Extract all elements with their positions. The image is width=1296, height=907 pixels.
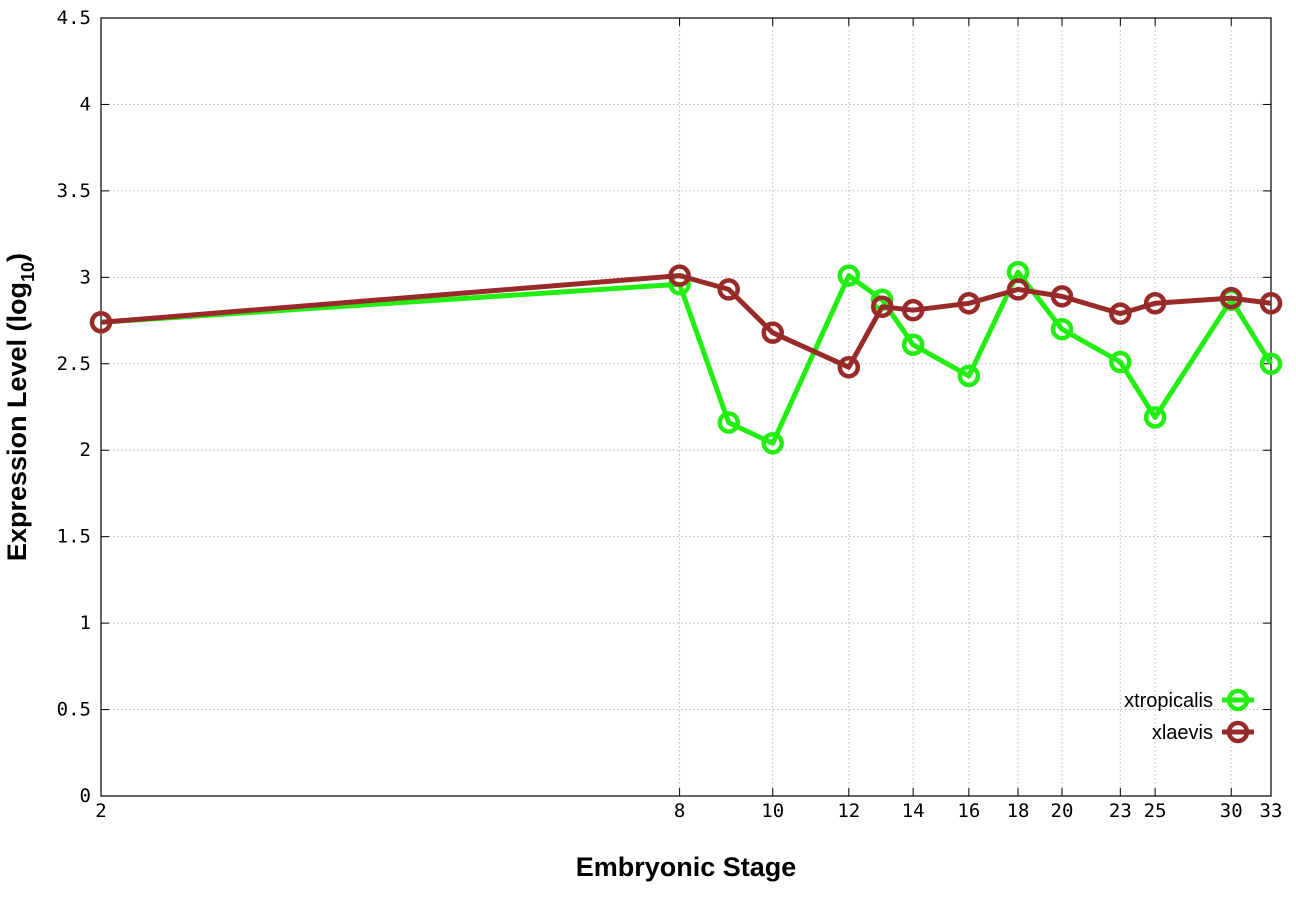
data-point-xlaevis	[89, 311, 113, 334]
data-point-xtropicalis	[1109, 350, 1132, 374]
data-point-xtropicalis	[1050, 317, 1074, 341]
data-point-xtropicalis	[1143, 406, 1167, 429]
legend-entry-xlaevis: xlaevis	[1152, 720, 1254, 744]
data-point-xtropicalis	[957, 364, 981, 388]
data-point-xlaevis	[1143, 292, 1167, 315]
plot-frame	[100, 17, 1272, 797]
legend-label: xlaevis	[1152, 722, 1213, 744]
y-axis-label-close: )	[2, 253, 32, 262]
data-point-xtropicalis	[837, 264, 861, 287]
x-tick-label: 30	[1220, 800, 1243, 822]
data-point-xlaevis	[837, 355, 861, 379]
x-tick-label: 23	[1109, 800, 1132, 822]
data-point-xlaevis	[717, 278, 740, 301]
x-tick-label: 20	[1051, 800, 1074, 822]
y-tick-label: 1	[80, 612, 91, 634]
x-tick-label: 14	[902, 800, 925, 822]
y-tick-label: 4.5	[57, 7, 91, 29]
y-tick-label: 4	[80, 93, 91, 115]
series-layer	[89, 260, 1283, 455]
data-point-xlaevis	[761, 321, 784, 344]
y-axis-label: Expression Level (log10)	[2, 253, 38, 561]
y-tick-label: 0	[80, 785, 91, 807]
data-point-xlaevis	[1006, 278, 1030, 301]
data-point-xtropicalis	[901, 333, 925, 357]
legend-label: xtropicalis	[1124, 690, 1213, 712]
data-point-xlaevis	[870, 295, 894, 318]
x-tick-label: 16	[957, 800, 980, 822]
data-point-xlaevis	[1109, 302, 1132, 325]
x-tick-label: 8	[674, 800, 685, 822]
x-tick-label: 2	[95, 800, 106, 822]
x-tick-label: 10	[761, 800, 784, 822]
x-tick-label: 33	[1260, 800, 1283, 822]
legend-swatch-marker	[1226, 720, 1250, 744]
data-point-xlaevis	[957, 292, 981, 315]
data-point-xtropicalis	[761, 432, 784, 455]
data-point-xlaevis	[668, 264, 691, 287]
series-xlaevis	[89, 264, 1283, 379]
x-tick-label: 18	[1007, 800, 1030, 822]
data-point-xlaevis	[1259, 292, 1283, 315]
grid	[101, 18, 1271, 796]
y-tick-label: 3.5	[57, 180, 91, 202]
y-axis-label-main: Expression Level (log	[2, 282, 32, 561]
axis-ticks: 0 0.5 1 1.5 2 2.5 3 3.5 4 4.5 2 8 10 12 14 16 18 20 23 25 30…	[57, 7, 1283, 822]
series-line-xtropicalis	[100, 269, 1274, 446]
x-tick-label: 25	[1144, 800, 1167, 822]
data-point-xlaevis	[1050, 285, 1074, 308]
x-axis-label: Embryonic Stage	[576, 852, 797, 882]
legend-entry-xtropicalis: xtropicalis	[1124, 688, 1254, 712]
legend: xtropicalis xlaevis	[1124, 688, 1254, 744]
x-tick-label: 12	[837, 800, 860, 822]
y-tick-label: 2.5	[57, 353, 91, 375]
series-xtropicalis	[89, 260, 1283, 455]
y-tick-label: 3	[80, 266, 91, 288]
y-tick-label: 0.5	[57, 699, 91, 721]
y-axis-label-subscript: 10	[18, 262, 38, 282]
data-point-xtropicalis	[717, 411, 740, 434]
data-point-xtropicalis	[1259, 352, 1283, 376]
data-point-xlaevis	[901, 298, 925, 322]
data-point-xlaevis	[1219, 286, 1243, 310]
y-tick-label: 1.5	[57, 526, 91, 548]
legend-swatch-marker	[1226, 688, 1250, 712]
y-tick-label: 2	[80, 439, 91, 461]
